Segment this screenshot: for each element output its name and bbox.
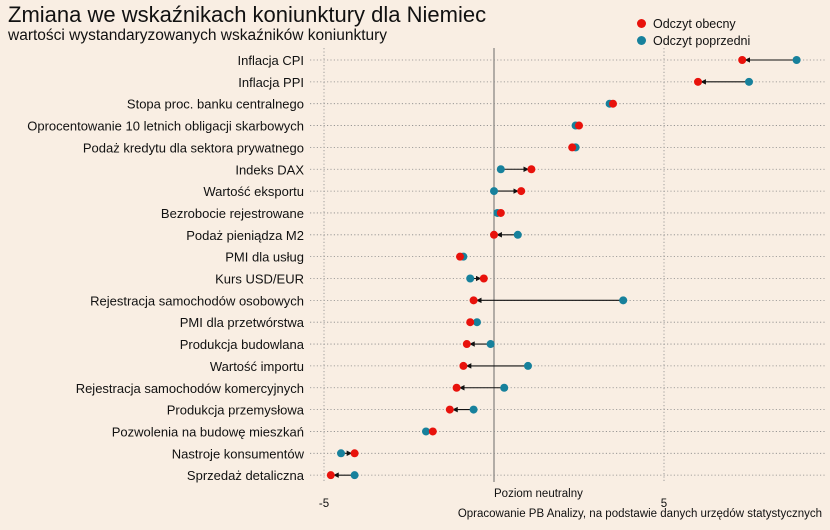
point-previous bbox=[496, 165, 505, 174]
point-previous bbox=[473, 318, 481, 327]
point-current bbox=[479, 274, 488, 283]
category-label: Sprzedaż detaliczna bbox=[187, 468, 305, 483]
point-previous bbox=[486, 340, 495, 349]
point-current bbox=[466, 318, 475, 327]
point-previous bbox=[337, 449, 345, 458]
point-current bbox=[527, 165, 536, 174]
point-current bbox=[459, 361, 468, 370]
point-current bbox=[568, 143, 577, 152]
x-tick-label: 5 bbox=[661, 498, 667, 510]
point-current bbox=[694, 77, 702, 86]
category-label: PMI dla przetwórstwa bbox=[180, 315, 305, 330]
point-current bbox=[428, 427, 437, 436]
legend-label-current: Odczyt obecny bbox=[653, 16, 736, 31]
x-tick-label: -5 bbox=[319, 498, 329, 510]
category-label: Inflacja CPI bbox=[238, 53, 304, 68]
point-previous bbox=[513, 230, 522, 239]
point-current bbox=[452, 383, 461, 392]
category-label: Oprocentowanie 10 letnich obligacji skar… bbox=[27, 119, 304, 134]
legend-label-previous: Odczyt poprzedni bbox=[653, 33, 751, 48]
category-label: Bezrobocie rejestrowane bbox=[161, 206, 304, 221]
point-previous bbox=[792, 56, 801, 64]
chart-subtitle: wartości wystandaryzowanych wskaźników k… bbox=[8, 27, 388, 44]
category-label: Wartość importu bbox=[210, 359, 304, 374]
point-previous bbox=[745, 77, 753, 86]
category-label: PMI dla usług bbox=[225, 250, 304, 265]
point-current bbox=[456, 252, 464, 261]
point-previous bbox=[469, 405, 478, 414]
point-current bbox=[496, 208, 505, 217]
point-current bbox=[490, 230, 498, 239]
point-previous bbox=[466, 274, 475, 283]
category-label: Rejestracja samochodów komercyjnych bbox=[76, 381, 304, 396]
source-caption: Opracowanie PB Analizy, na podstawie dan… bbox=[457, 508, 822, 520]
category-label: Podaż pieniądza M2 bbox=[186, 228, 304, 243]
category-label: Podaż kredytu dla sektora prywatnego bbox=[83, 140, 304, 155]
point-current bbox=[350, 449, 359, 458]
category-label: Nastroje konsumentów bbox=[172, 446, 305, 461]
point-previous bbox=[500, 383, 509, 392]
legend-item-previous: Odczyt poprzedni bbox=[637, 32, 750, 49]
point-previous bbox=[619, 296, 628, 305]
legend-marker-current bbox=[637, 19, 646, 28]
category-label: Produkcja przemysłowa bbox=[167, 403, 305, 418]
category-label: Produkcja budowlana bbox=[180, 337, 305, 352]
category-label: Wartość eksportu bbox=[203, 184, 304, 199]
point-current bbox=[575, 121, 583, 130]
point-current bbox=[462, 340, 471, 349]
legend-item-current: Odczyt obecny bbox=[637, 15, 750, 32]
point-current bbox=[469, 296, 478, 305]
point-current bbox=[738, 56, 747, 64]
point-current bbox=[609, 99, 617, 108]
neutral-level-label: Poziom neutralny bbox=[494, 488, 583, 500]
legend-marker-previous bbox=[637, 36, 646, 45]
category-label: Rejestracja samochodów osobowych bbox=[90, 293, 304, 308]
category-label: Pozwolenia na budowę mieszkań bbox=[112, 424, 304, 439]
category-label: Inflacja PPI bbox=[238, 75, 304, 90]
category-label: Kurs USD/EUR bbox=[215, 272, 304, 287]
point-previous bbox=[524, 361, 532, 370]
point-current bbox=[445, 405, 454, 414]
category-label: Indeks DAX bbox=[235, 162, 304, 177]
point-previous bbox=[490, 187, 498, 196]
point-current bbox=[326, 471, 335, 480]
point-previous bbox=[422, 427, 430, 436]
category-label: Stopa proc. banku centralnego bbox=[127, 97, 304, 112]
point-previous bbox=[350, 471, 359, 480]
chart-title: Zmiana we wskaźnikach koniunktury dla Ni… bbox=[8, 2, 487, 27]
legend: Odczyt obecny Odczyt poprzedni bbox=[637, 15, 750, 49]
point-current bbox=[517, 187, 526, 196]
